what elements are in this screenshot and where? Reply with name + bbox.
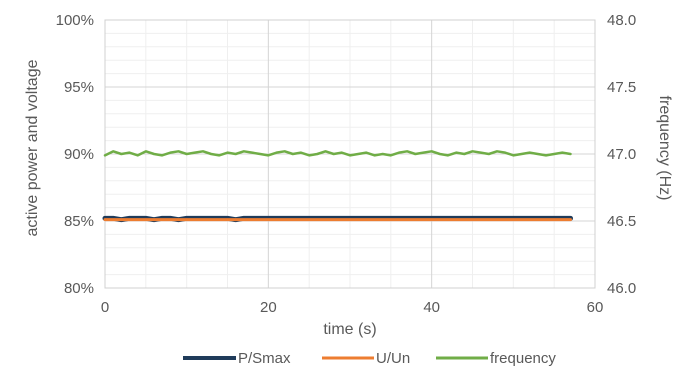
- series-line-frequency: [103, 150, 572, 157]
- left-tick-label: 85%: [64, 213, 94, 230]
- right-tick-label: 47.0: [607, 146, 636, 163]
- x-tick-label: 0: [101, 299, 109, 316]
- legend-label-u-un: U/Un: [376, 350, 410, 367]
- left-axis-tick-labels: 80% 85% 90% 95% 100%: [56, 12, 94, 297]
- series-layer: [102, 150, 573, 223]
- left-tick-label: 95%: [64, 79, 94, 96]
- right-tick-label: 46.0: [607, 280, 636, 297]
- x-tick-label: 60: [587, 299, 604, 316]
- left-tick-label: 80%: [64, 280, 94, 297]
- legend-label-frequency: frequency: [490, 350, 556, 367]
- right-tick-label: 46.5: [607, 213, 636, 230]
- x-tick-label: 40: [423, 299, 440, 316]
- left-axis-title: active power and voltage: [24, 59, 41, 236]
- x-axis-tick-labels: 0 20 40 60: [101, 299, 604, 316]
- right-tick-label: 47.5: [607, 79, 636, 96]
- legend: P/Smax U/Un frequency: [183, 350, 556, 367]
- legend-label-p-smax: P/Smax: [238, 350, 291, 367]
- minor-gridlines: [105, 20, 595, 288]
- right-axis-title: frequency (Hz): [656, 96, 673, 201]
- left-tick-label: 90%: [64, 146, 94, 163]
- left-tick-label: 100%: [56, 12, 94, 29]
- right-axis-tick-labels: 46.0 46.5 47.0 47.5 48.0: [607, 12, 636, 297]
- right-tick-label: 48.0: [607, 12, 636, 29]
- x-axis-title: time (s): [323, 321, 376, 338]
- x-tick-label: 20: [260, 299, 277, 316]
